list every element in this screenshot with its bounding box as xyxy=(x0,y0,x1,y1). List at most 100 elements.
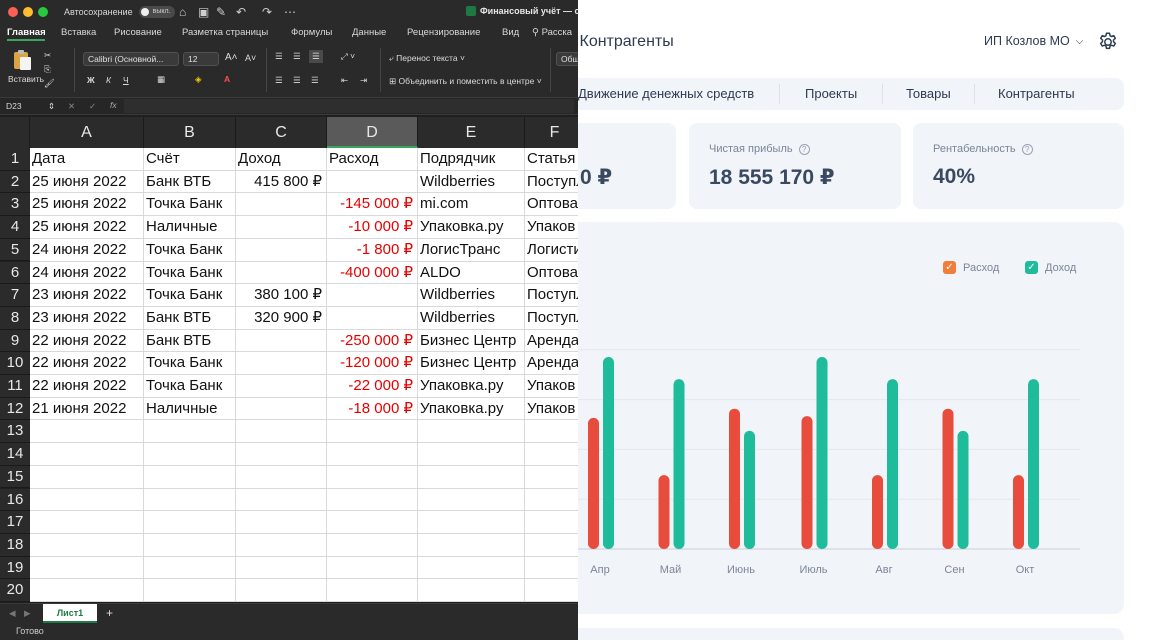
gear-icon[interactable] xyxy=(1097,31,1119,53)
copy-icon[interactable]: ⎘ xyxy=(44,64,51,74)
tab-data[interactable]: Данные xyxy=(352,27,387,38)
row-header[interactable]: 17 xyxy=(0,511,30,534)
sheet-tab-1[interactable]: Лист1 xyxy=(43,604,97,623)
table-cell[interactable]: 25 июня 2022 xyxy=(32,195,127,213)
legend-income[interactable]: ✓ Доход xyxy=(1025,261,1076,274)
orientation-icon[interactable]: ⤢ ˅ xyxy=(341,51,356,61)
row-header[interactable]: 3 xyxy=(0,193,30,217)
table-cell[interactable]: -22 000 ₽ xyxy=(348,377,413,394)
autosave-control[interactable]: Автосохранение выкл. xyxy=(64,6,175,18)
underline-button[interactable]: Ч xyxy=(123,75,129,85)
column-header[interactable]: B xyxy=(144,117,236,148)
table-cell[interactable]: 24 июня 2022 xyxy=(32,263,127,281)
table-cell[interactable]: Поступл xyxy=(527,286,578,304)
table-cell[interactable]: Точка Банк xyxy=(146,240,223,258)
home-icon[interactable]: ⌂ xyxy=(179,5,187,19)
merge-center-button[interactable]: ⊞ Объединить и поместить в центре ˅ xyxy=(389,76,542,86)
table-cell[interactable]: Упаков xyxy=(527,399,576,417)
tab-view[interactable]: Вид xyxy=(502,27,520,38)
bar-income-Июль[interactable] xyxy=(816,357,828,549)
paste-button[interactable]: Вставить xyxy=(8,74,45,84)
align-right-icon[interactable]: ☰ xyxy=(311,75,319,85)
table-cell[interactable]: Wildberries xyxy=(420,172,496,190)
tab-contractors[interactable]: Контрагенты xyxy=(998,86,1075,101)
more-icon[interactable]: ⋯ xyxy=(284,5,296,19)
table-cell[interactable]: Аренда xyxy=(527,354,578,372)
align-top-icon[interactable]: ☰ xyxy=(275,51,283,61)
tab-formulas[interactable]: Формулы xyxy=(291,27,333,38)
tab-home[interactable]: Главная xyxy=(7,27,46,38)
column-header[interactable]: F xyxy=(525,117,578,148)
table-cell[interactable]: -250 000 ₽ xyxy=(340,331,413,349)
table-cell[interactable]: 22 июня 2022 xyxy=(32,331,127,349)
column-header[interactable]: C xyxy=(236,117,327,148)
table-cell[interactable]: -400 000 ₽ xyxy=(340,263,413,281)
table-cell[interactable]: -1 800 ₽ xyxy=(356,240,413,258)
font-size-select[interactable]: 12 xyxy=(183,52,219,66)
bar-income-Май[interactable] xyxy=(673,379,685,549)
row-header[interactable]: 2 xyxy=(0,170,30,194)
font-color-icon[interactable]: A xyxy=(224,74,231,84)
align-left-icon[interactable]: ☰ xyxy=(275,75,283,85)
table-cell[interactable]: 25 июня 2022 xyxy=(32,172,127,190)
column-header[interactable]: D xyxy=(327,117,418,148)
table-cell[interactable]: Wildberries xyxy=(420,286,496,304)
bar-expense-Окт[interactable] xyxy=(1013,475,1024,549)
align-middle-icon[interactable]: ☰ xyxy=(293,51,301,61)
wrap-text-button[interactable]: ⤶ Перенос текста ˅ xyxy=(389,53,465,63)
tab-page-layout[interactable]: Разметка страницы xyxy=(182,27,269,38)
edit-icon[interactable]: ✎ xyxy=(216,5,227,19)
table-cell[interactable]: Точка Банк xyxy=(146,286,223,304)
table-cell[interactable]: Банк ВТБ xyxy=(146,172,212,190)
row-header[interactable]: 10 xyxy=(0,352,30,375)
bar-income-Июнь[interactable] xyxy=(744,430,755,549)
table-cell[interactable]: Банк ВТБ xyxy=(146,308,212,326)
bar-income-Сен[interactable] xyxy=(957,430,969,549)
table-cell[interactable]: -10 000 ₽ xyxy=(348,218,413,236)
header-cell[interactable]: Статья xyxy=(527,150,576,167)
tab-projects[interactable]: Проекты xyxy=(805,86,858,101)
table-cell[interactable]: 23 июня 2022 xyxy=(32,308,127,326)
row-header[interactable]: 16 xyxy=(0,488,30,512)
row-header[interactable]: 20 xyxy=(0,579,30,602)
table-cell[interactable]: Оптова xyxy=(527,263,578,281)
function-icon[interactable]: fx xyxy=(110,100,117,110)
bar-expense-Июнь[interactable] xyxy=(729,408,740,549)
header-cell[interactable]: Расход xyxy=(329,150,379,167)
bold-button[interactable]: Ж xyxy=(87,75,95,85)
tab-cash-flow[interactable]: Движение денежных средств xyxy=(578,86,755,101)
indent-decrease-icon[interactable]: ⇤ xyxy=(341,75,349,85)
tab-tell-me[interactable]: ⚲ Расска xyxy=(532,27,573,38)
clipboard-icon[interactable] xyxy=(11,49,33,71)
table-cell[interactable]: Wildberries xyxy=(420,308,496,326)
table-cell[interactable]: Бизнес Центр xyxy=(420,354,517,372)
table-cell[interactable]: 24 июня 2022 xyxy=(32,240,127,258)
table-cell[interactable]: Логисти xyxy=(527,240,578,258)
autosave-toggle[interactable]: выкл. xyxy=(138,6,175,18)
table-cell[interactable]: 320 900 ₽ xyxy=(254,308,322,326)
row-header[interactable]: 11 xyxy=(0,375,30,398)
legend-expense[interactable]: ✓ Расход xyxy=(943,261,999,274)
name-box[interactable]: D23 xyxy=(6,101,22,111)
table-cell[interactable]: ALDO xyxy=(420,263,461,281)
row-header[interactable]: 8 xyxy=(0,306,30,330)
table-cell[interactable]: Упаковка.ру xyxy=(420,218,504,236)
bar-expense-Апр[interactable] xyxy=(588,417,599,549)
row-header[interactable]: 14 xyxy=(0,443,30,466)
row-header[interactable]: 12 xyxy=(0,397,30,421)
bar-expense-Июль[interactable] xyxy=(801,416,813,549)
formula-input[interactable] xyxy=(124,99,574,113)
table-cell[interactable]: mi.com xyxy=(420,195,469,213)
select-all-corner[interactable] xyxy=(0,117,30,148)
table-cell[interactable]: Наличные xyxy=(146,399,218,417)
table-cell[interactable]: Поступл xyxy=(527,308,578,326)
bar-income-Апр[interactable] xyxy=(603,357,614,549)
minimize-window-button[interactable] xyxy=(23,7,33,17)
table-cell[interactable]: -145 000 ₽ xyxy=(340,195,413,213)
undo-icon[interactable]: ↶ xyxy=(236,5,247,19)
indent-increase-icon[interactable]: ⇥ xyxy=(360,75,368,85)
table-cell[interactable]: Упаковка.ру xyxy=(420,399,504,417)
close-window-button[interactable] xyxy=(8,7,18,17)
prev-sheet-icon[interactable]: ◀ xyxy=(9,608,16,618)
cancel-icon[interactable]: ✕ xyxy=(68,101,76,111)
